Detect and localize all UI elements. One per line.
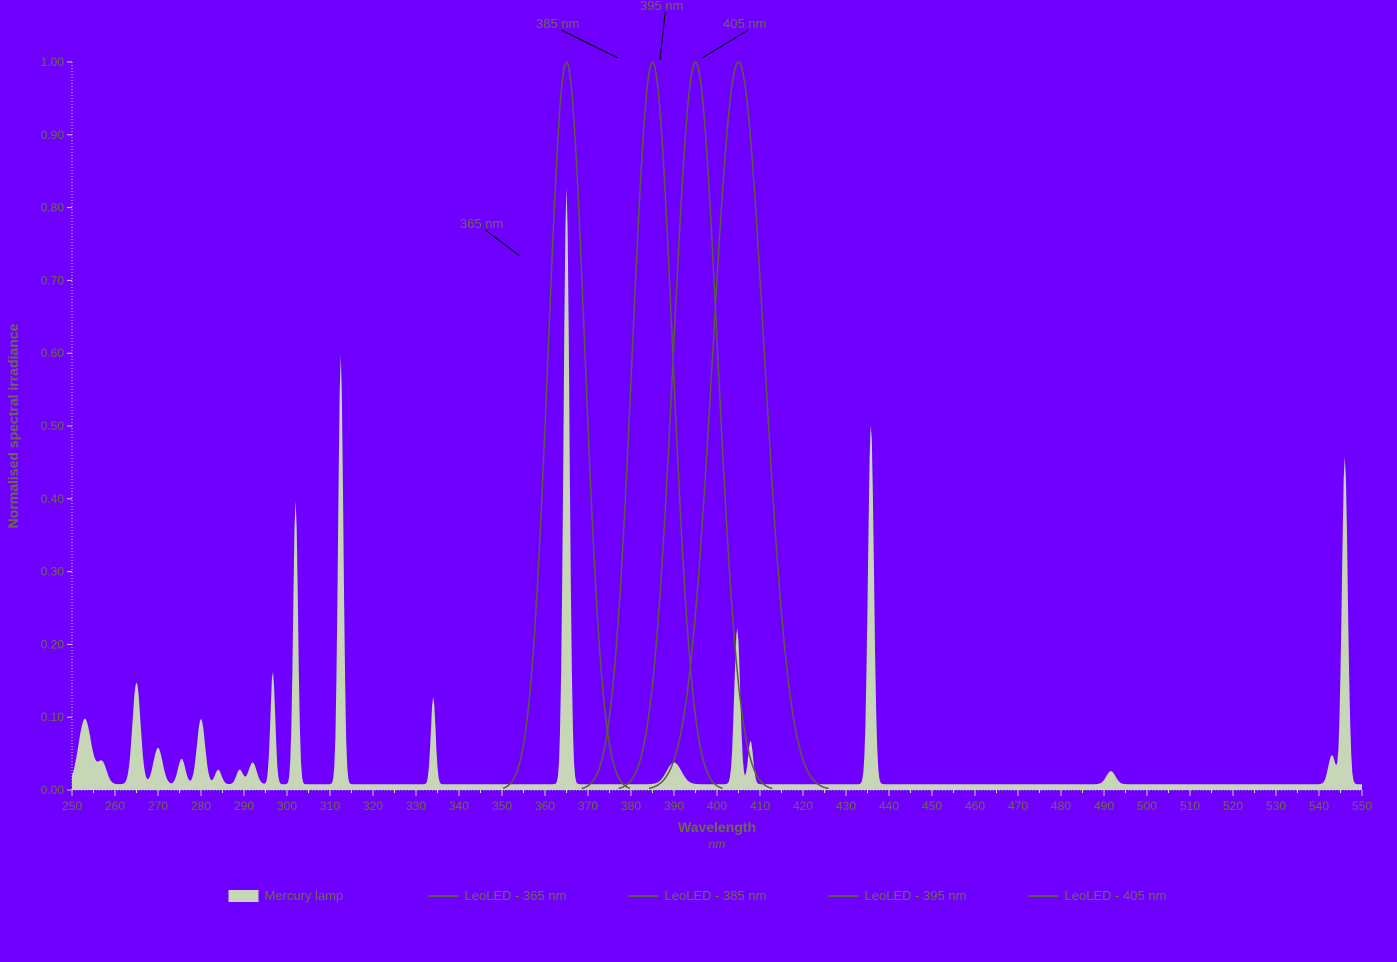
spectral-chart: 0.00 0.10 0.20 0.30 0.40 0.50 0.60 0.70 0.80 0.90… (0, 0, 1397, 962)
annotation-label: 395 nm (640, 0, 683, 13)
x-tick-label: 350 (492, 799, 512, 813)
y-axis-title: Normalised spectral irradiance (5, 323, 21, 528)
annotation-label: 385 nm (536, 16, 579, 31)
y-tick-label: 0.70 (41, 273, 65, 287)
x-tick-label: 470 (1008, 799, 1028, 813)
chart-container: 0.00 0.10 0.20 0.30 0.40 0.50 0.60 0.70 0.80 0.90… (0, 0, 1397, 962)
x-tick-label: 310 (320, 799, 340, 813)
x-tick-label: 370 (578, 799, 598, 813)
x-tick-label: 510 (1180, 799, 1200, 813)
x-tick-label: 270 (148, 799, 168, 813)
x-tick-label: 290 (234, 799, 254, 813)
x-tick-label: 460 (965, 799, 985, 813)
x-tick-label: 250 (62, 799, 82, 813)
legend-label: Mercury lamp (265, 888, 344, 903)
annotation-label: 365 nm (460, 216, 503, 231)
x-tick-label: 480 (1051, 799, 1071, 813)
x-tick-label: 330 (406, 799, 426, 813)
x-tick-label: 280 (191, 799, 211, 813)
y-tick-label: 0.90 (41, 128, 65, 142)
legend-label: LeoLED - 405 nm (1065, 888, 1167, 903)
x-tick-label: 430 (836, 799, 856, 813)
x-tick-label: 360 (535, 799, 555, 813)
annotation-label: 405 nm (723, 16, 766, 31)
x-axis-unit: nm (709, 837, 726, 851)
y-tick-label: 0.50 (41, 419, 65, 433)
x-tick-label: 390 (664, 799, 684, 813)
legend-swatch (229, 890, 259, 902)
x-tick-label: 520 (1223, 799, 1243, 813)
x-tick-label: 440 (879, 799, 899, 813)
x-tick-label: 550 (1352, 799, 1372, 813)
y-tick-label: 0.10 (41, 710, 65, 724)
legend-label: LeoLED - 395 nm (865, 888, 967, 903)
x-tick-label: 410 (750, 799, 770, 813)
x-tick-label: 300 (277, 799, 297, 813)
x-tick-label: 260 (105, 799, 125, 813)
x-axis-title: Wavelength (678, 819, 756, 835)
y-tick-label: 0.20 (41, 637, 65, 651)
x-tick-label: 450 (922, 799, 942, 813)
legend-label: LeoLED - 385 nm (665, 888, 767, 903)
x-tick-label: 500 (1137, 799, 1157, 813)
y-tick-label: 0.80 (41, 201, 65, 215)
legend-label: LeoLED - 365 nm (465, 888, 567, 903)
x-tick-label: 530 (1266, 799, 1286, 813)
x-tick-label: 540 (1309, 799, 1329, 813)
y-tick-label: 1.00 (41, 55, 65, 69)
y-tick-label: 0.30 (41, 565, 65, 579)
x-tick-label: 490 (1094, 799, 1114, 813)
x-tick-label: 340 (449, 799, 469, 813)
x-tick-label: 320 (363, 799, 383, 813)
y-tick-label: 0.00 (41, 783, 65, 797)
y-tick-label: 0.60 (41, 346, 65, 360)
y-tick-label: 0.40 (41, 492, 65, 506)
x-tick-label: 400 (707, 799, 727, 813)
x-tick-label: 420 (793, 799, 813, 813)
x-tick-label: 380 (621, 799, 641, 813)
